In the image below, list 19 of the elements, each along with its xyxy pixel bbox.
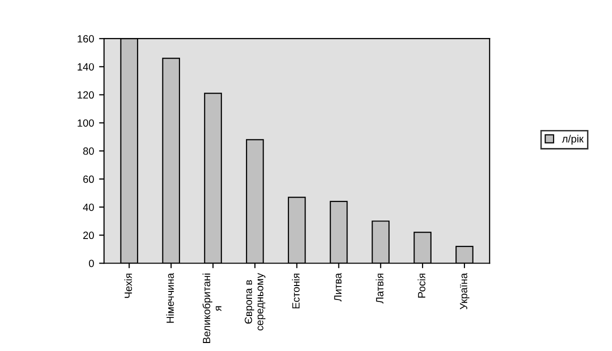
y-tick-label: 80	[83, 147, 94, 155]
x-tick-label: Великобританія	[202, 274, 222, 343]
y-tick-label: 20	[83, 232, 94, 240]
x-tick-label: Литва	[334, 272, 342, 302]
y-tick-label: 60	[83, 176, 94, 183]
x-tick-label: Естонія	[292, 274, 300, 308]
y-tick-label: 0	[88, 260, 94, 268]
x-tick-label: Україна	[460, 272, 470, 310]
legend-label: л/рік	[562, 134, 584, 145]
y-tick-label: 140	[78, 63, 94, 71]
y-tick-label: 100	[78, 119, 94, 127]
x-tick-label: Росія	[418, 274, 426, 298]
x-tick-label: Латвія	[376, 274, 384, 304]
y-tick-label: 40	[82, 204, 94, 211]
y-tick-label: 120	[78, 91, 94, 99]
y-tick-label: 160	[78, 35, 94, 42]
x-tick-label: Чехія	[124, 274, 132, 298]
x-tick-label: Німеччина	[166, 272, 174, 323]
x-tick-label: Європа в середньому	[244, 272, 266, 330]
